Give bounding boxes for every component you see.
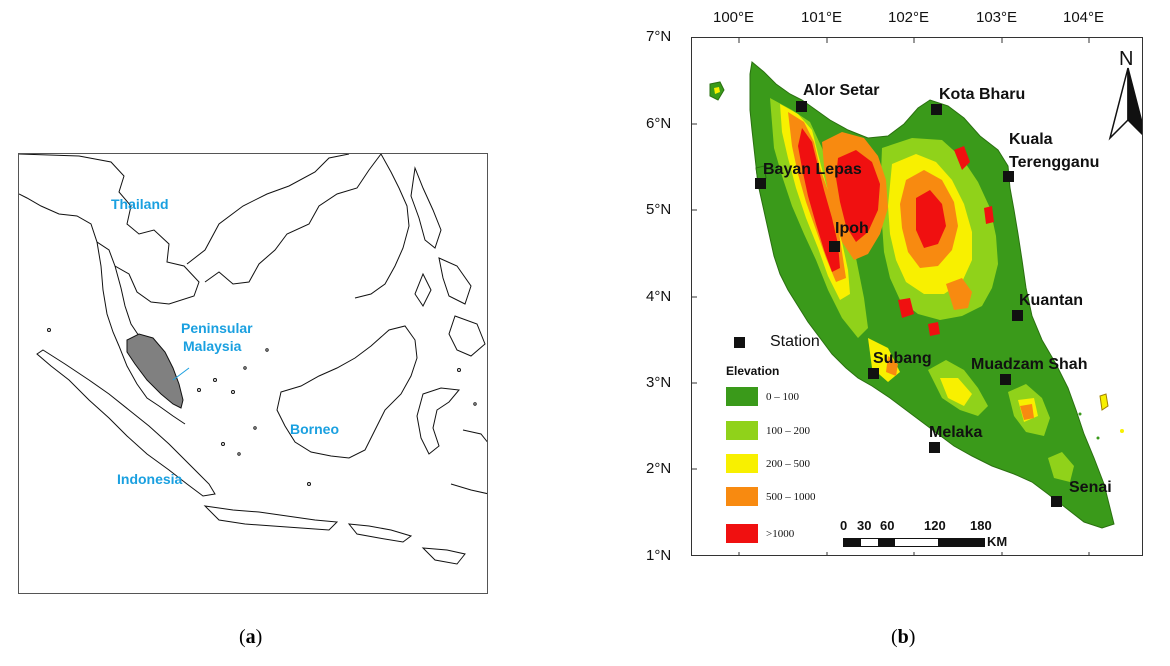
- elevation-map: N Alor Setar Kota Bharu Kuala Terengganu…: [691, 37, 1143, 556]
- station-marker-senai: [1051, 496, 1062, 507]
- caption-b: (b): [891, 626, 916, 648]
- lon-tick-102: 102°E: [888, 9, 930, 26]
- lat-tick-5: 5°N: [646, 201, 672, 218]
- lon-tick-103: 103°E: [976, 9, 1018, 26]
- station-name-senai: Senai: [1069, 479, 1112, 496]
- legend-swatch-over-1000: [726, 524, 758, 543]
- scale-tick-30: 30: [857, 518, 872, 533]
- lat-tick-2: 2°N: [646, 460, 672, 477]
- station-name-terengganu: Terengganu: [1009, 154, 1100, 171]
- tioman-island: [1099, 393, 1109, 411]
- lat-tick-3: 3°N: [646, 374, 672, 391]
- scale-tick-180: 180: [970, 518, 992, 533]
- station-marker-ipoh: [829, 241, 840, 252]
- axis-ticks: [692, 38, 1090, 555]
- legend-label-0-100: 0 – 100: [766, 391, 799, 403]
- label-peninsular: Peninsular: [181, 320, 253, 336]
- label-borneo: Borneo: [290, 421, 339, 437]
- north-label: N: [1119, 48, 1134, 70]
- station-name-subang: Subang: [873, 350, 932, 367]
- elevation-drawing: [692, 38, 1142, 555]
- label-indonesia: Indonesia: [117, 471, 183, 487]
- scale-tick-60: 60: [880, 518, 895, 533]
- label-thailand: Thailand: [111, 196, 169, 212]
- scale-bar: [843, 538, 985, 547]
- legend-swatch-500-1000: [726, 487, 758, 506]
- legend-swatch-200-500: [726, 454, 758, 473]
- scale-unit: KM: [987, 534, 1008, 549]
- station-name-kuala: Kuala: [1009, 131, 1053, 148]
- caption-a: (a): [239, 626, 263, 648]
- station-name-kota-bharu: Kota Bharu: [939, 86, 1026, 103]
- station-marker-alor-setar: [796, 101, 807, 112]
- coastline-drawing: [19, 154, 487, 565]
- scale-tick-0: 0: [840, 518, 848, 533]
- station-name-bayan-lepas: Bayan Lepas: [763, 161, 862, 178]
- legend-label-500-1000: 500 – 1000: [766, 491, 816, 503]
- station-name-ipoh: Ipoh: [835, 220, 869, 237]
- north-arrow: [1108, 67, 1142, 141]
- lon-tick-104: 104°E: [1063, 9, 1105, 26]
- station-marker-muadzam-shah: [1000, 374, 1011, 385]
- lat-tick-4: 4°N: [646, 288, 672, 305]
- label-malaysia: Malaysia: [183, 338, 242, 354]
- station-name-muadzam-shah: Muadzam Shah: [971, 356, 1088, 373]
- lat-tick-7: 7°N: [646, 28, 672, 45]
- station-name-kuantan: Kuantan: [1019, 292, 1083, 309]
- legend-swatch-0-100: [726, 387, 758, 406]
- station-marker-kuantan: [1012, 310, 1023, 321]
- lat-tick-1: 1°N: [646, 547, 672, 564]
- legend-swatch-100-200: [726, 421, 758, 440]
- peninsular-malaysia-shape: [126, 333, 184, 409]
- legend-station-label: Station: [770, 333, 820, 350]
- legend-label-100-200: 100 – 200: [766, 425, 810, 437]
- station-marker-bayan-lepas: [755, 178, 766, 189]
- lon-tick-101: 101°E: [801, 9, 843, 26]
- station-name-melaka: Melaka: [929, 424, 983, 441]
- lat-tick-6: 6°N: [646, 115, 672, 132]
- legend-station-symbol: [734, 337, 745, 348]
- lon-tick-100: 100°E: [713, 9, 755, 26]
- station-marker-melaka: [929, 442, 940, 453]
- legend-elevation-title: Elevation: [726, 364, 780, 378]
- station-marker-subang: [868, 368, 879, 379]
- regional-overview-map: Thailand Peninsular Malaysia Borneo Indo…: [18, 153, 488, 594]
- scale-tick-120: 120: [924, 518, 946, 533]
- legend-label-over-1000: >1000: [766, 528, 795, 540]
- label-leader-line: [172, 367, 190, 381]
- station-marker-kota-bharu: [931, 104, 942, 115]
- station-marker-kuala-terengganu: [1003, 171, 1014, 182]
- legend-label-200-500: 200 – 500: [766, 458, 810, 470]
- station-name-alor-setar: Alor Setar: [803, 82, 880, 99]
